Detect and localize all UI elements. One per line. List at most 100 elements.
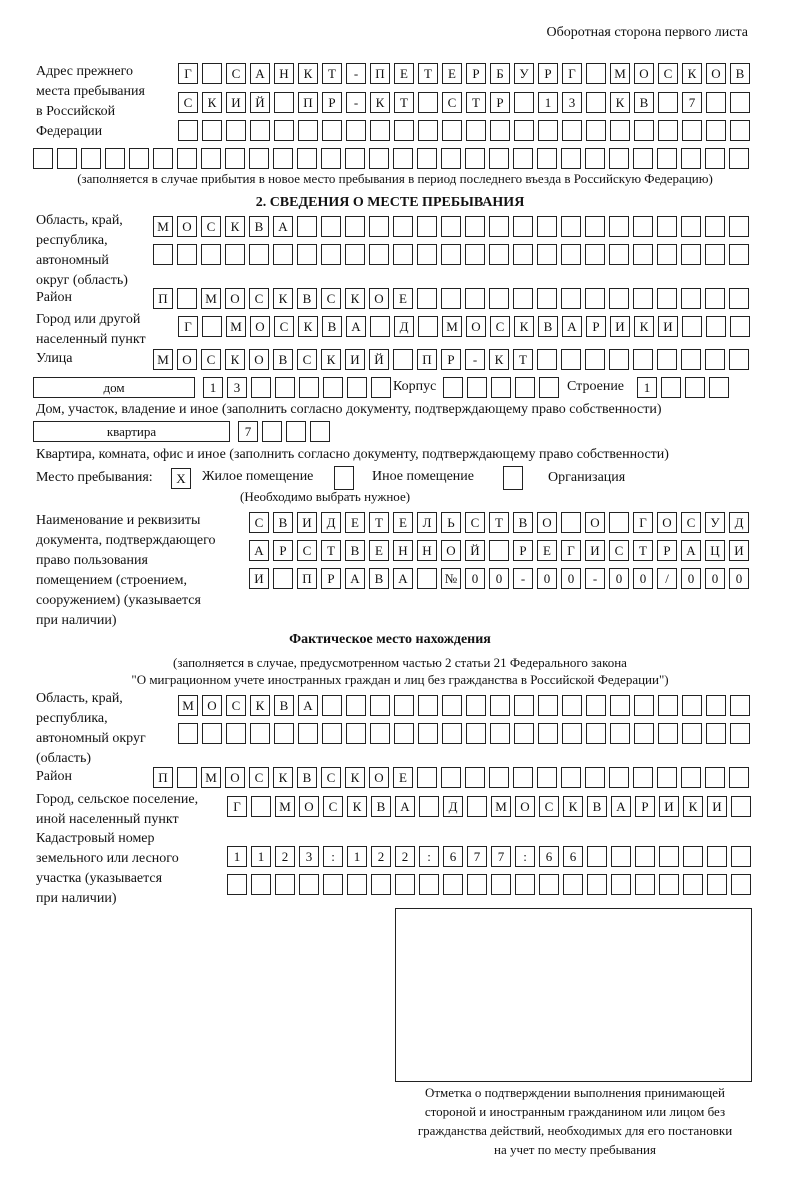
char-cell[interactable]: № xyxy=(441,568,461,589)
char-cell[interactable]: 0 xyxy=(489,568,509,589)
char-cell[interactable]: О xyxy=(369,767,389,788)
char-cell[interactable]: 7 xyxy=(238,421,258,442)
char-cell[interactable]: В xyxy=(730,63,750,84)
char-cell[interactable]: 3 xyxy=(299,846,319,867)
char-cell[interactable]: В xyxy=(273,349,293,370)
char-cell[interactable] xyxy=(705,244,725,265)
char-cell[interactable] xyxy=(537,148,557,169)
char-cell[interactable] xyxy=(273,148,293,169)
char-cell[interactable]: 0 xyxy=(729,568,749,589)
char-cell[interactable]: У xyxy=(705,512,725,533)
char-cell[interactable]: М xyxy=(153,349,173,370)
char-cell[interactable] xyxy=(346,695,366,716)
prev-address-row-3[interactable] xyxy=(178,120,754,141)
char-cell[interactable]: Т xyxy=(633,540,653,561)
char-cell[interactable] xyxy=(394,120,414,141)
char-cell[interactable] xyxy=(394,695,414,716)
char-cell[interactable] xyxy=(537,244,557,265)
char-cell[interactable]: П xyxy=(153,288,173,309)
char-cell[interactable] xyxy=(515,874,535,895)
char-cell[interactable]: О xyxy=(537,512,557,533)
char-cell[interactable] xyxy=(562,723,582,744)
char-cell[interactable] xyxy=(681,288,701,309)
char-cell[interactable]: В xyxy=(345,540,365,561)
char-cell[interactable] xyxy=(585,767,605,788)
char-cell[interactable]: Г xyxy=(178,316,198,337)
char-cell[interactable]: С xyxy=(321,767,341,788)
char-cell[interactable] xyxy=(729,767,749,788)
char-cell[interactable] xyxy=(730,316,750,337)
char-cell[interactable] xyxy=(609,216,629,237)
char-cell[interactable]: Л xyxy=(417,512,437,533)
char-cell[interactable] xyxy=(657,767,677,788)
char-cell[interactable]: К xyxy=(345,288,365,309)
char-cell[interactable] xyxy=(443,874,463,895)
char-cell[interactable]: М xyxy=(153,216,173,237)
char-cell[interactable] xyxy=(561,288,581,309)
char-cell[interactable]: К xyxy=(298,316,318,337)
char-cell[interactable]: И xyxy=(658,316,678,337)
char-cell[interactable]: А xyxy=(346,316,366,337)
stay-checkbox-organization[interactable] xyxy=(503,466,523,490)
char-cell[interactable] xyxy=(633,288,653,309)
char-cell[interactable]: М xyxy=(226,316,246,337)
char-cell[interactable]: 7 xyxy=(467,846,487,867)
char-cell[interactable] xyxy=(611,846,631,867)
char-cell[interactable]: Г xyxy=(561,540,581,561)
char-cell[interactable] xyxy=(466,120,486,141)
char-cell[interactable]: / xyxy=(657,568,677,589)
char-cell[interactable] xyxy=(347,874,367,895)
char-cell[interactable]: - xyxy=(513,568,533,589)
char-cell[interactable] xyxy=(633,244,653,265)
char-cell[interactable] xyxy=(417,568,437,589)
char-cell[interactable]: В xyxy=(587,796,607,817)
char-cell[interactable] xyxy=(730,92,750,113)
char-cell[interactable]: К xyxy=(225,349,245,370)
char-cell[interactable] xyxy=(587,874,607,895)
char-cell[interactable] xyxy=(201,244,221,265)
char-cell[interactable]: Е xyxy=(369,540,389,561)
char-cell[interactable]: Н xyxy=(274,63,294,84)
char-cell[interactable] xyxy=(467,874,487,895)
char-cell[interactable] xyxy=(393,148,413,169)
char-cell[interactable]: О xyxy=(202,695,222,716)
char-cell[interactable]: С xyxy=(249,767,269,788)
char-cell[interactable] xyxy=(417,244,437,265)
char-cell[interactable] xyxy=(225,148,245,169)
char-cell[interactable]: С xyxy=(201,216,221,237)
char-cell[interactable]: 7 xyxy=(491,846,511,867)
char-cell[interactable]: : xyxy=(515,846,535,867)
char-cell[interactable] xyxy=(681,216,701,237)
char-cell[interactable] xyxy=(286,421,306,442)
char-cell[interactable]: Т xyxy=(321,540,341,561)
char-cell[interactable] xyxy=(81,148,101,169)
char-cell[interactable]: 1 xyxy=(203,377,223,398)
char-cell[interactable] xyxy=(202,63,222,84)
char-cell[interactable]: С xyxy=(226,695,246,716)
char-cell[interactable] xyxy=(633,767,653,788)
char-cell[interactable]: Д xyxy=(394,316,414,337)
char-cell[interactable]: А xyxy=(249,540,269,561)
char-cell[interactable]: В xyxy=(371,796,391,817)
char-cell[interactable]: К xyxy=(273,767,293,788)
char-cell[interactable] xyxy=(681,349,701,370)
char-cell[interactable] xyxy=(731,874,751,895)
char-cell[interactable] xyxy=(345,244,365,265)
char-cell[interactable] xyxy=(633,216,653,237)
char-cell[interactable] xyxy=(585,148,605,169)
char-cell[interactable]: 0 xyxy=(681,568,701,589)
char-cell[interactable] xyxy=(609,244,629,265)
char-cell[interactable] xyxy=(561,244,581,265)
char-cell[interactable] xyxy=(417,767,437,788)
char-cell[interactable] xyxy=(251,377,271,398)
char-cell[interactable]: И xyxy=(707,796,727,817)
char-cell[interactable]: К xyxy=(225,216,245,237)
char-cell[interactable] xyxy=(489,148,509,169)
char-cell[interactable]: С xyxy=(274,316,294,337)
char-cell[interactable] xyxy=(685,377,705,398)
char-cell[interactable] xyxy=(226,723,246,744)
char-cell[interactable]: : xyxy=(323,846,343,867)
char-cell[interactable] xyxy=(322,120,342,141)
